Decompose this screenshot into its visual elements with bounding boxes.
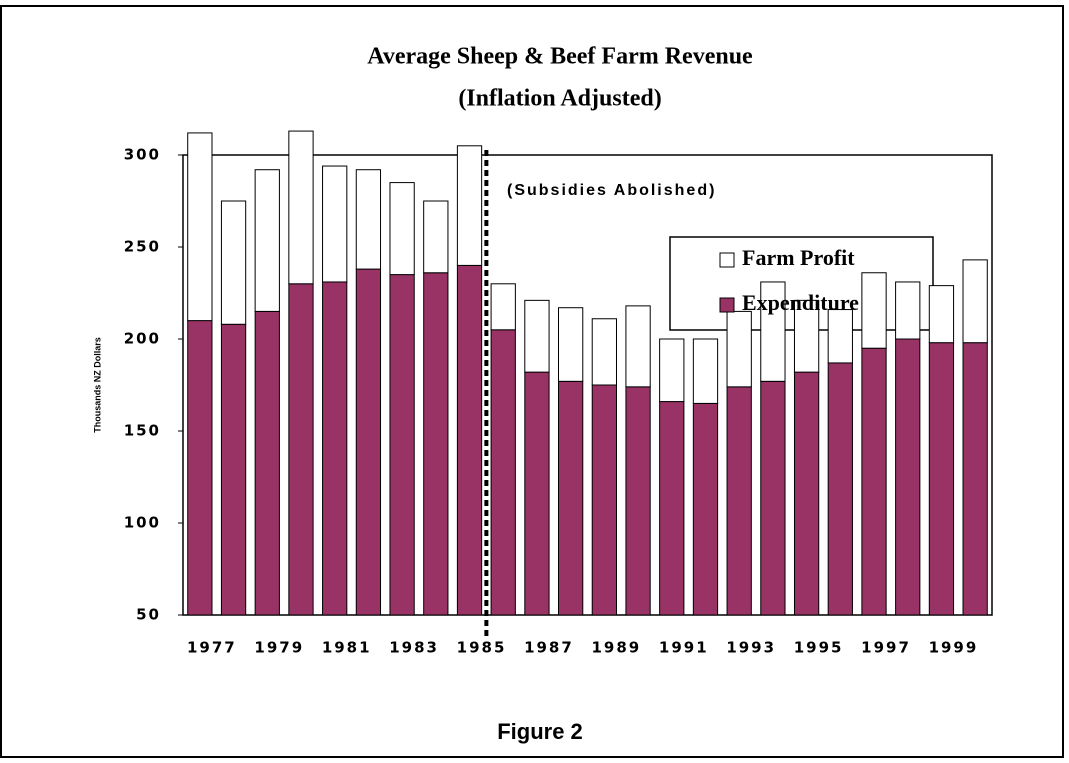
bar-segment	[254, 169, 280, 312]
bar-segment	[187, 132, 213, 322]
bar-segment	[895, 338, 921, 616]
bar-segment	[962, 259, 988, 344]
bar-segment	[659, 401, 685, 616]
bar-segment	[659, 338, 685, 403]
bar-segment	[220, 323, 247, 616]
bar-segment	[793, 371, 820, 616]
bar-segment	[692, 338, 719, 404]
bar-segment	[558, 380, 584, 616]
bar-segment	[827, 362, 853, 616]
x-tick-label: 1989	[591, 639, 641, 657]
bar-segment	[187, 320, 213, 616]
bar-segment	[288, 130, 314, 285]
y-tick-label: 50	[136, 606, 161, 624]
bar-segment	[591, 318, 617, 386]
bar-segment	[861, 347, 887, 616]
bar-segment	[625, 386, 651, 616]
bar-segment	[456, 264, 483, 616]
bar-segment	[928, 285, 955, 344]
chart-title: Average Sheep & Beef Farm Revenue	[367, 44, 753, 70]
bar-segment	[760, 281, 786, 382]
bar-segment	[726, 310, 752, 388]
bar-segment	[524, 299, 550, 373]
legend-swatch	[719, 252, 735, 268]
legend-label: Expenditure	[742, 290, 859, 315]
x-tick-label: 1993	[726, 639, 776, 657]
bar-segment	[423, 200, 449, 274]
bar-segment	[558, 307, 584, 382]
bar-segment	[389, 274, 415, 616]
plot-area	[182, 154, 993, 616]
bar-segment	[254, 310, 280, 616]
legend-label: Farm Profit	[742, 245, 855, 270]
bar-segment	[591, 384, 617, 616]
frame	[0, 5, 1064, 758]
x-tick-label: 1985	[457, 639, 507, 657]
legend-swatch	[719, 297, 735, 313]
y-tick-label: 300	[124, 146, 161, 164]
bar-segment	[490, 329, 516, 616]
x-tick-label: 1991	[659, 639, 709, 657]
bar-segment	[322, 165, 348, 283]
y-axis-label: Thousands NZ Dollars	[92, 337, 102, 433]
bar-segment	[423, 272, 449, 616]
bar-segment	[322, 281, 348, 616]
y-tick-label: 150	[124, 422, 161, 440]
x-tick-label: 1983	[389, 639, 439, 657]
annotation: (Subsidies Abolished)	[507, 182, 716, 199]
bar-segment	[456, 145, 483, 266]
bar-segment	[389, 182, 415, 276]
y-tick-label: 250	[124, 238, 161, 256]
x-tick-label: 1995	[794, 639, 844, 657]
bar-segment	[861, 272, 887, 349]
x-tick-label: 1979	[254, 639, 304, 657]
bar-segment	[355, 268, 382, 616]
bar-segment	[220, 200, 247, 325]
bar-segment	[692, 402, 719, 616]
bar-segment	[827, 309, 853, 364]
x-tick-label: 1981	[322, 639, 372, 657]
bar-segment	[490, 283, 516, 331]
bar-segment	[726, 386, 752, 616]
bar-segment	[928, 342, 955, 616]
y-tick-label: 100	[124, 514, 161, 532]
bar-segment	[760, 380, 786, 616]
caption: Figure 2	[497, 719, 583, 744]
x-tick-label: 1987	[524, 639, 574, 657]
bar-segment	[793, 299, 820, 373]
chart-subtitle: (Inflation Adjusted)	[458, 86, 661, 112]
bar-segment	[355, 169, 382, 270]
bar-segment	[625, 305, 651, 388]
x-tick-label: 1977	[187, 639, 237, 657]
x-tick-label: 1999	[929, 639, 979, 657]
bar-segment	[895, 281, 921, 340]
bar-segment	[962, 342, 988, 616]
y-tick-label: 200	[124, 330, 161, 348]
bar-segment	[524, 371, 550, 616]
bar-segment	[288, 283, 314, 616]
x-tick-label: 1997	[861, 639, 911, 657]
